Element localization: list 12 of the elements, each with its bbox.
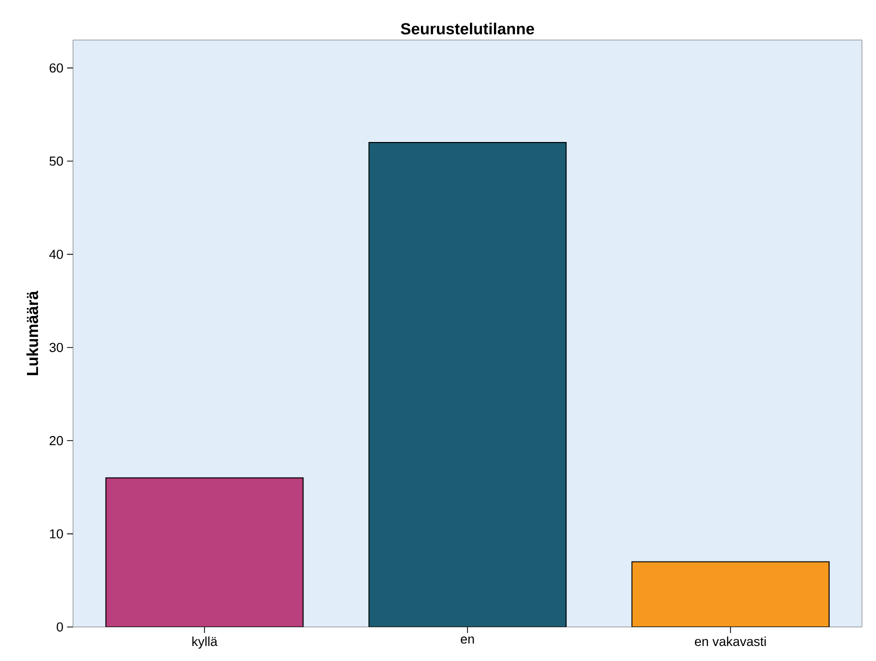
y-tick-label: 10 (50, 529, 63, 538)
y-tick-label: 0 (56, 622, 63, 632)
y-tick-label: 20 (50, 436, 63, 446)
y-tick-label: 50 (50, 156, 63, 166)
x-tick-label: kyllä (192, 636, 218, 649)
chart-title: Seurustelutilanne (400, 22, 534, 34)
x-tick-label: en (460, 636, 474, 644)
y-tick-label: 40 (49, 250, 63, 259)
y-tick-label: 60 (50, 63, 63, 73)
x-tick-label: en vakavasti (694, 636, 766, 646)
y-axis-title: Lukumäärä (26, 290, 38, 376)
y-tick-label: 30 (50, 342, 63, 352)
